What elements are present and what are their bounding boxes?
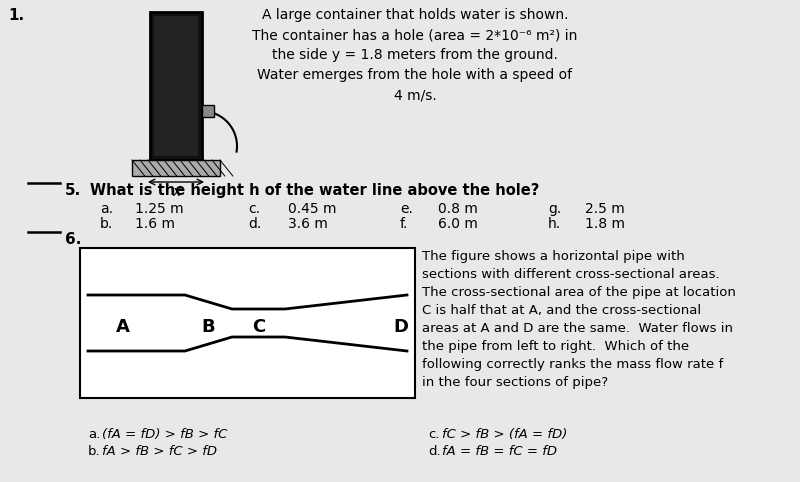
Text: b.: b.	[88, 445, 101, 458]
Text: fC > fB > (fA = fD): fC > fB > (fA = fD)	[442, 428, 567, 441]
Text: 0.8 m: 0.8 m	[438, 202, 478, 216]
Text: f.: f.	[400, 217, 408, 231]
Text: 1.8 m: 1.8 m	[585, 217, 625, 231]
Polygon shape	[150, 12, 202, 160]
Text: e.: e.	[400, 202, 413, 216]
Text: b.: b.	[100, 217, 114, 231]
Text: 1.: 1.	[8, 8, 24, 23]
Polygon shape	[80, 248, 415, 398]
Text: fA = fB = fC = fD: fA = fB = fC = fD	[442, 445, 557, 458]
Text: D: D	[394, 318, 409, 336]
Text: c.: c.	[248, 202, 260, 216]
Text: 1.6 m: 1.6 m	[135, 217, 175, 231]
Text: c.: c.	[428, 428, 439, 441]
Text: d.: d.	[428, 445, 441, 458]
Text: 1.25 m: 1.25 m	[135, 202, 184, 216]
Polygon shape	[132, 160, 220, 176]
Text: 6.0 m: 6.0 m	[438, 217, 478, 231]
Text: The figure shows a horizontal pipe with
sections with different cross-sectional : The figure shows a horizontal pipe with …	[422, 250, 736, 389]
Text: x: x	[172, 185, 180, 199]
Polygon shape	[154, 16, 198, 156]
Text: 0.45 m: 0.45 m	[288, 202, 337, 216]
Text: a.: a.	[100, 202, 113, 216]
Text: A: A	[116, 318, 130, 336]
Text: C: C	[252, 318, 265, 336]
Text: 3.6 m: 3.6 m	[288, 217, 328, 231]
Text: What is the height h of the water line above the hole?: What is the height h of the water line a…	[90, 183, 539, 198]
Text: 6.: 6.	[65, 232, 82, 247]
Text: 2.5 m: 2.5 m	[585, 202, 625, 216]
Text: a.: a.	[88, 428, 100, 441]
Text: g.: g.	[548, 202, 562, 216]
Text: 5.: 5.	[65, 183, 82, 198]
Text: (fA = fD) > fB > fC: (fA = fD) > fB > fC	[102, 428, 227, 441]
Text: h.: h.	[548, 217, 561, 231]
Text: A large container that holds water is shown.
The container has a hole (area = 2*: A large container that holds water is sh…	[252, 8, 578, 102]
Text: B: B	[202, 318, 215, 336]
Text: d.: d.	[248, 217, 262, 231]
Polygon shape	[202, 105, 214, 117]
Text: fA > fB > fC > fD: fA > fB > fC > fD	[102, 445, 217, 458]
